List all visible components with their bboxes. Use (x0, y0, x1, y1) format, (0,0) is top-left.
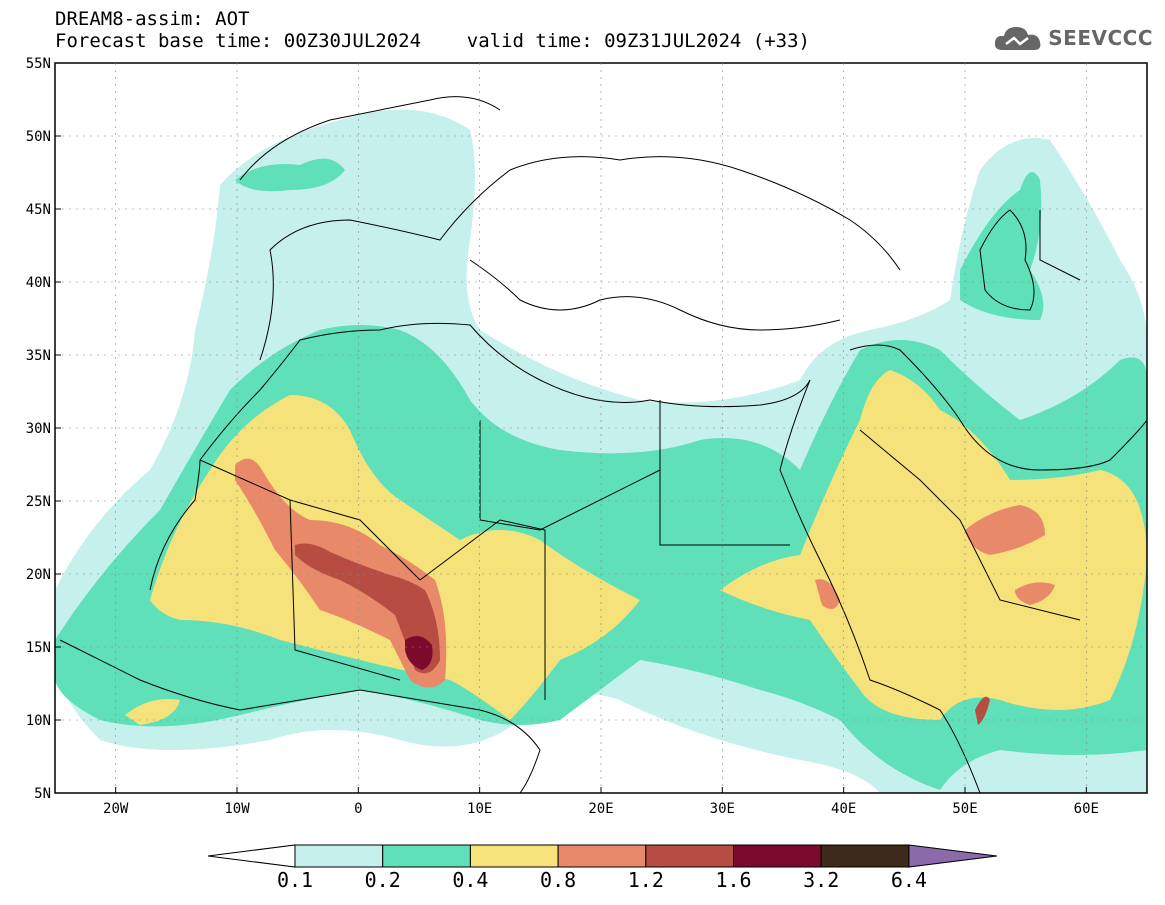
aot-band-0.8-redsea (815, 579, 840, 609)
colorbar-label: 0.1 (277, 868, 313, 892)
lat-label: 50N (26, 129, 51, 145)
aot-field (55, 109, 1147, 793)
colorbar-label: 0.8 (540, 868, 576, 892)
lat-label: 55N (26, 56, 51, 72)
lon-label: 10W (224, 801, 250, 817)
graticule (55, 62, 1147, 794)
colorbar (207, 844, 997, 868)
aot-band-1.2 (295, 543, 440, 674)
colorbar-label: 0.2 (365, 868, 401, 892)
colorbar-upper-arrow (908, 844, 997, 868)
lat-label: 30N (26, 421, 51, 437)
lat-label: 5N (34, 786, 51, 802)
lat-label: 35N (26, 348, 51, 364)
lat-label: 20N (26, 567, 51, 583)
lat-label: 45N (26, 202, 51, 218)
colorbar-segment (820, 844, 910, 868)
aot-band-0.8-oman (1015, 582, 1055, 605)
colorbar-label: 0.4 (452, 868, 488, 892)
lon-label: 60E (1074, 801, 1099, 817)
colorbar-label: 1.6 (715, 868, 751, 892)
lon-label: 50E (952, 801, 977, 817)
colorbar-segment (733, 844, 822, 868)
colorbar-segment (294, 844, 384, 868)
colorbar-label: 1.2 (628, 868, 664, 892)
aot-band-0.4-arabia (720, 370, 1147, 720)
longitude-labels: 20W 10W 0 10E 20E 30E 40E 50E 60E (103, 801, 1099, 817)
lon-label: 20E (588, 801, 613, 817)
seevccc-logo: SEEVCCC (992, 22, 1153, 54)
aot-band-1.2-somalia (975, 696, 990, 725)
colorbar-lower-arrow (207, 844, 296, 868)
map-title: DREAM8-assim: AOT (55, 8, 250, 30)
logo-text: SEEVCCC (1048, 26, 1153, 50)
aot-band-0.8-arabia (965, 505, 1045, 555)
colorbar-segment (469, 844, 559, 868)
aot-band-0.4-westcoast (125, 699, 180, 725)
colorbar-label: 3.2 (803, 868, 839, 892)
latitude-labels: 55N 50N 45N 40N 35N 30N 25N 20N 15N 10N 5N (26, 56, 51, 802)
lon-label: 0 (354, 801, 362, 817)
forecast-time-line: Forecast base time: 00Z30JUL2024 valid t… (55, 30, 810, 52)
lat-label: 25N (26, 494, 51, 510)
colorbar-label: 6.4 (891, 868, 927, 892)
colorbar-segment (557, 844, 647, 868)
lat-label: 15N (26, 640, 51, 656)
lon-label: 30E (710, 801, 735, 817)
cloud-icon (995, 27, 1041, 50)
coastlines (59, 96, 1147, 793)
lon-label: 10E (467, 801, 492, 817)
lat-label: 10N (26, 713, 51, 729)
lon-label: 40E (831, 801, 856, 817)
colorbar-labels: 0.1 0.2 0.4 0.8 1.2 1.6 3.2 6.4 (277, 868, 927, 892)
colorbar-segment (382, 844, 471, 868)
aot-band-1.6 (405, 636, 433, 670)
lat-label: 40N (26, 275, 51, 291)
aot-band-0.2-europe (235, 158, 345, 192)
lon-label: 20W (103, 801, 129, 817)
colorbar-segment (645, 844, 734, 868)
